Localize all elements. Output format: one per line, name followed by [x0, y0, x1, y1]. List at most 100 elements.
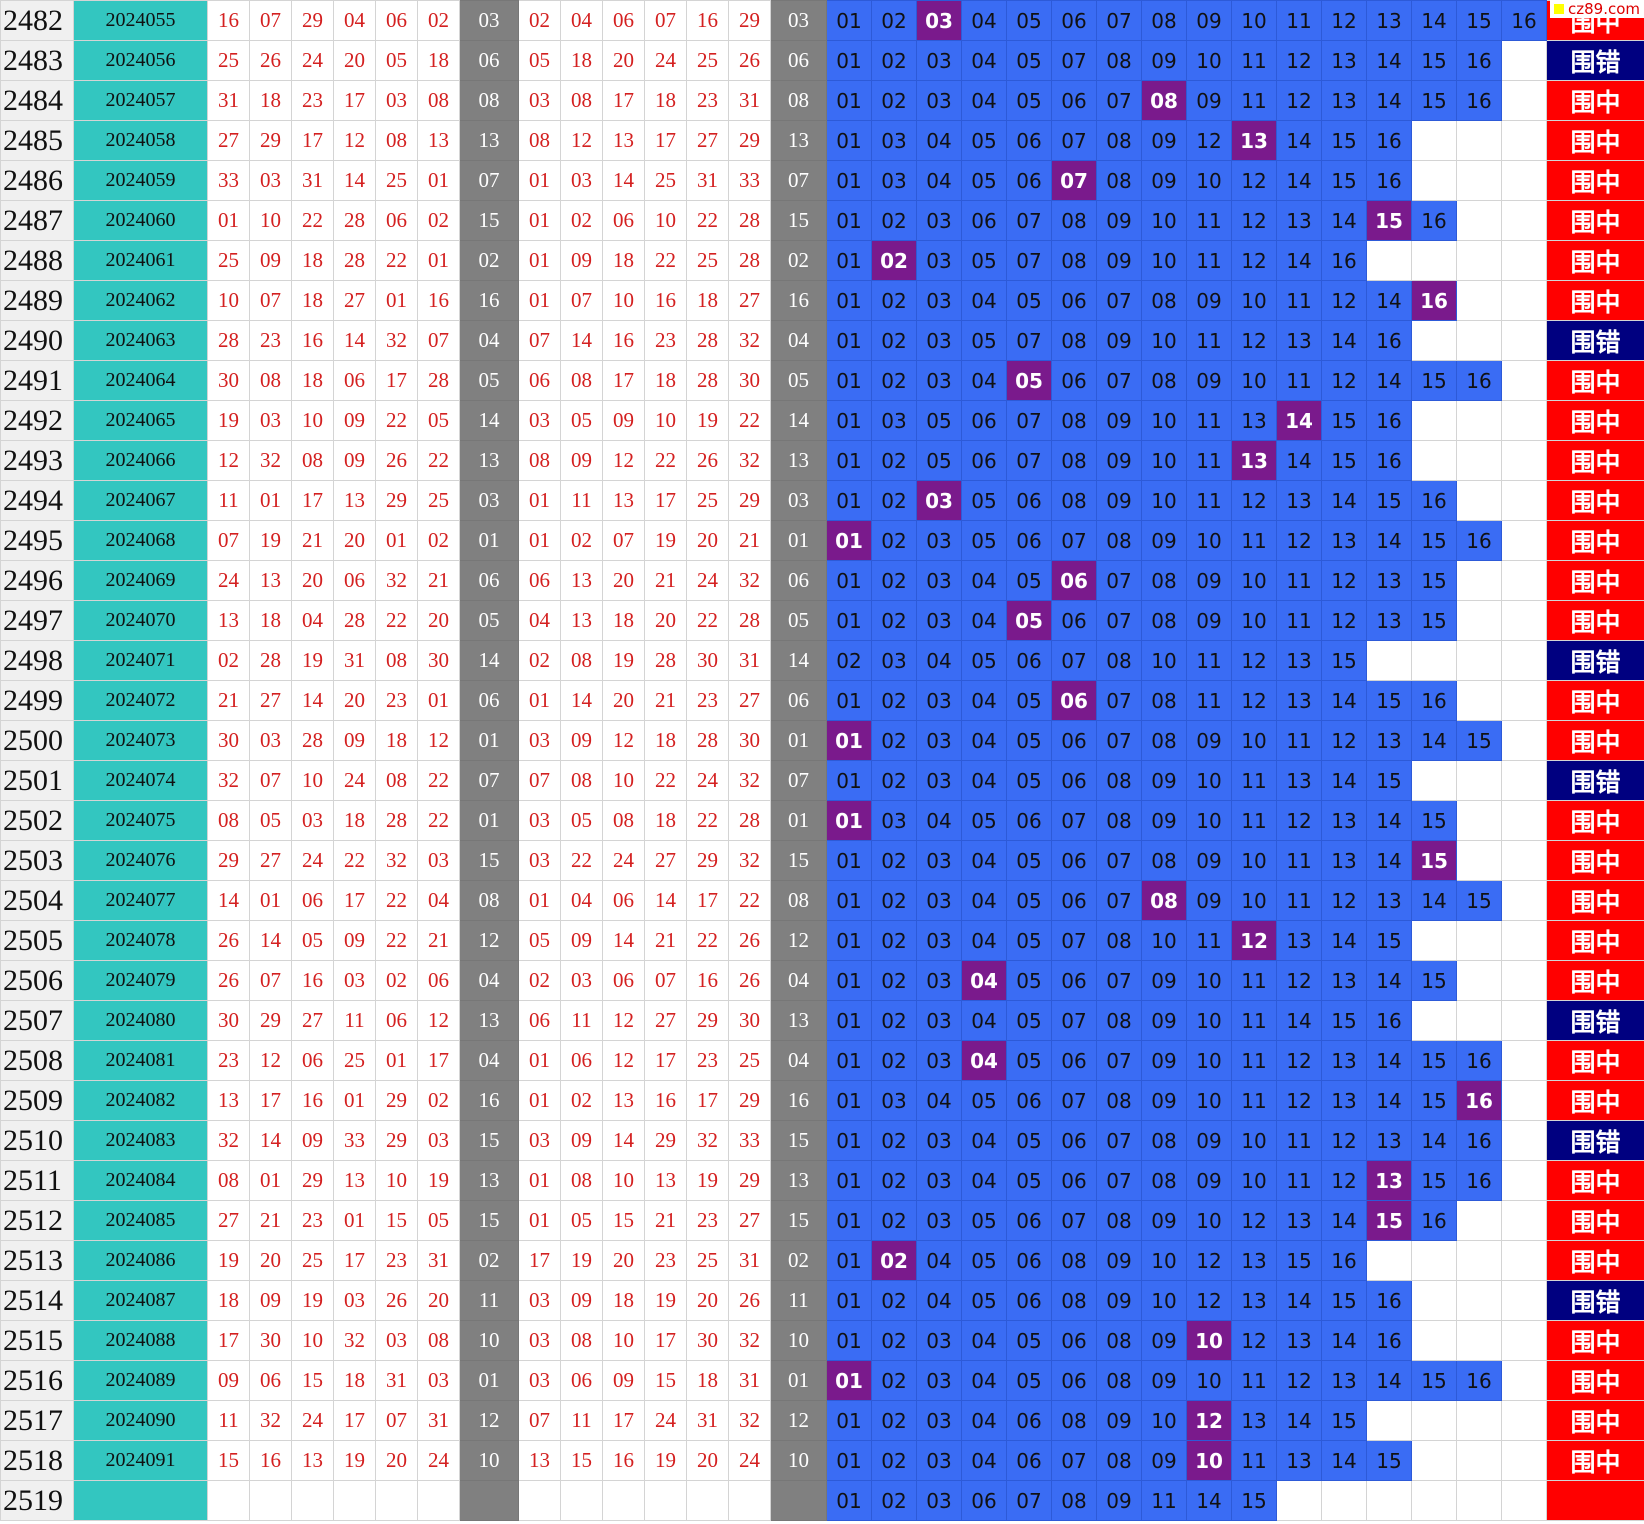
drawn-number: 11 [333, 1000, 376, 1041]
candidate-number: 11 [1186, 240, 1232, 281]
drawn-number: 18 [417, 40, 460, 81]
sorted-number: 25 [728, 1040, 771, 1081]
drawn-number: 30 [249, 1320, 292, 1361]
drawn-number: 07 [249, 960, 292, 1001]
sorted-number: 03 [518, 1120, 561, 1161]
candidate-number: 12 [1276, 80, 1322, 121]
candidate-number: 10 [1141, 1400, 1187, 1441]
candidate-number: 01 [826, 400, 872, 441]
candidate-number: 05 [961, 320, 1007, 361]
candidate-number: 15 [1411, 1040, 1457, 1081]
sorted-number: 03 [518, 720, 561, 761]
candidate-number: 09 [1141, 1040, 1187, 1081]
result-cell: 围错 [1546, 1120, 1644, 1161]
sorted-number: 11 [560, 480, 603, 521]
sorted-number: 24 [644, 1400, 687, 1441]
candidate-number: 07 [1006, 400, 1052, 441]
drawn-number: 01 [417, 160, 460, 201]
sorted-number: 32 [728, 440, 771, 481]
drawn-number: 03 [375, 80, 418, 121]
sorted-number: 22 [686, 200, 729, 241]
candidate-number: 01 [826, 1040, 872, 1081]
candidate-number: 10 [1231, 840, 1277, 881]
sorted-number: 28 [728, 800, 771, 841]
result-cell: 围错 [1546, 1000, 1644, 1041]
drawn-number: 19 [207, 400, 250, 441]
special-number: 12 [770, 1400, 827, 1441]
sorted-number: 19 [560, 1240, 603, 1281]
candidate-number: 01 [826, 80, 872, 121]
candidate-number: 02 [871, 680, 917, 721]
hit-number: 10 [1186, 1320, 1232, 1361]
hit-number: 01 [826, 800, 872, 841]
candidate-number: 15 [1411, 800, 1457, 841]
sorted-number [686, 1480, 729, 1521]
sorted-number: 33 [728, 1120, 771, 1161]
drawn-number: 22 [417, 800, 460, 841]
drawn-number: 13 [333, 480, 376, 521]
drawn-number: 16 [291, 960, 334, 1001]
table-row: 2514 2024087 18 09 19 03 26 20 11 03 09 18 19 20 26 11 0… [0, 1280, 1644, 1321]
drawn-number: 03 [249, 720, 292, 761]
drawn-number: 08 [375, 120, 418, 161]
drawn-number: 22 [333, 840, 376, 881]
issue-number: 2024060 [73, 200, 208, 241]
sorted-number: 20 [686, 1440, 729, 1481]
candidate-number: 15 [1231, 1480, 1277, 1521]
drawn-number: 22 [375, 600, 418, 641]
candidate-number: 11 [1231, 520, 1277, 561]
candidate-number: 13 [1231, 1240, 1277, 1281]
empty-cell [1501, 160, 1547, 201]
candidate-number: 13 [1366, 600, 1412, 641]
candidate-number: 16 [1456, 1040, 1502, 1081]
empty-cell [1501, 520, 1547, 561]
candidate-number: 12 [1276, 1040, 1322, 1081]
candidate-number: 07 [1096, 280, 1142, 321]
sorted-number: 01 [518, 680, 561, 721]
candidate-number: 13 [1321, 40, 1367, 81]
issue-number: 2024074 [73, 760, 208, 801]
candidate-number: 05 [1006, 960, 1052, 1001]
hit-number: 08 [1141, 880, 1187, 921]
candidate-number: 09 [1186, 840, 1232, 881]
drawn-number: 13 [207, 600, 250, 641]
drawn-number: 04 [417, 880, 460, 921]
candidate-number: 09 [1186, 0, 1232, 41]
candidate-number: 15 [1321, 160, 1367, 201]
candidate-number: 14 [1411, 0, 1457, 41]
drawn-number: 31 [417, 1400, 460, 1441]
candidate-number: 06 [961, 1480, 1007, 1521]
sorted-number: 29 [728, 1080, 771, 1121]
candidate-number: 16 [1456, 1360, 1502, 1401]
candidate-number: 06 [1051, 760, 1097, 801]
empty-cell [1366, 1400, 1412, 1441]
drawn-number: 32 [207, 760, 250, 801]
drawn-number: 02 [417, 1080, 460, 1121]
issue-number: 2024089 [73, 1360, 208, 1401]
candidate-number: 15 [1321, 640, 1367, 681]
drawn-number: 31 [333, 640, 376, 681]
candidate-number: 10 [1186, 160, 1232, 201]
drawn-number: 06 [417, 960, 460, 1001]
candidate-number: 13 [1276, 1200, 1322, 1241]
table-row: 2510 2024083 32 14 09 33 29 03 15 03 09 14 29 32 33 15 0… [0, 1120, 1644, 1161]
drawn-number: 12 [207, 440, 250, 481]
sorted-number: 31 [686, 1400, 729, 1441]
candidate-number: 15 [1366, 920, 1412, 961]
issue-number: 2024091 [73, 1440, 208, 1481]
candidate-number: 04 [961, 880, 1007, 921]
candidate-number: 11 [1186, 440, 1232, 481]
special-number: 02 [770, 1240, 827, 1281]
candidate-number: 07 [1051, 1000, 1097, 1041]
sorted-number: 14 [560, 680, 603, 721]
drawn-number: 20 [333, 40, 376, 81]
result-cell: 围中 [1546, 80, 1644, 121]
special-number: 14 [459, 640, 519, 681]
sorted-number: 14 [602, 160, 645, 201]
empty-cell [1276, 1480, 1322, 1521]
candidate-number: 10 [1186, 1000, 1232, 1041]
result-cell: 围错 [1546, 40, 1644, 81]
sorted-number: 11 [560, 1000, 603, 1041]
drawn-number: 23 [375, 1240, 418, 1281]
drawn-number: 14 [333, 160, 376, 201]
